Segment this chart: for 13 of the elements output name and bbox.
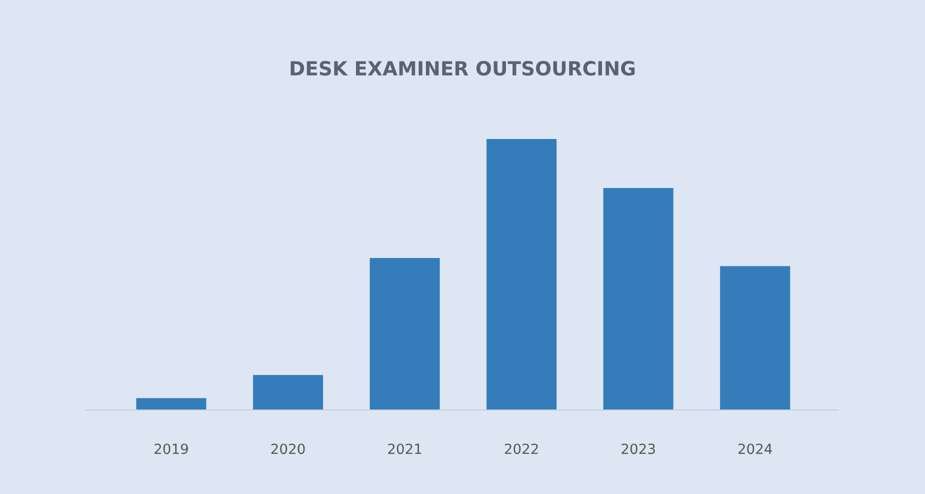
x-tick-label: 2019 — [154, 444, 188, 454]
bar — [603, 188, 674, 410]
x-tick-label: 2023 — [622, 444, 655, 454]
x-tick-label: 2020 — [271, 444, 305, 454]
bar — [136, 398, 206, 410]
bar — [720, 266, 790, 410]
bar — [370, 258, 440, 410]
chart-title: DESK EXAMINER OUTSOURCING — [290, 60, 635, 76]
bar — [252, 375, 324, 410]
x-tick-label: 2021 — [388, 444, 422, 454]
x-tick-label: 2024 — [738, 444, 772, 454]
bar — [486, 139, 557, 410]
x-tick-label: 2022 — [504, 444, 538, 454]
